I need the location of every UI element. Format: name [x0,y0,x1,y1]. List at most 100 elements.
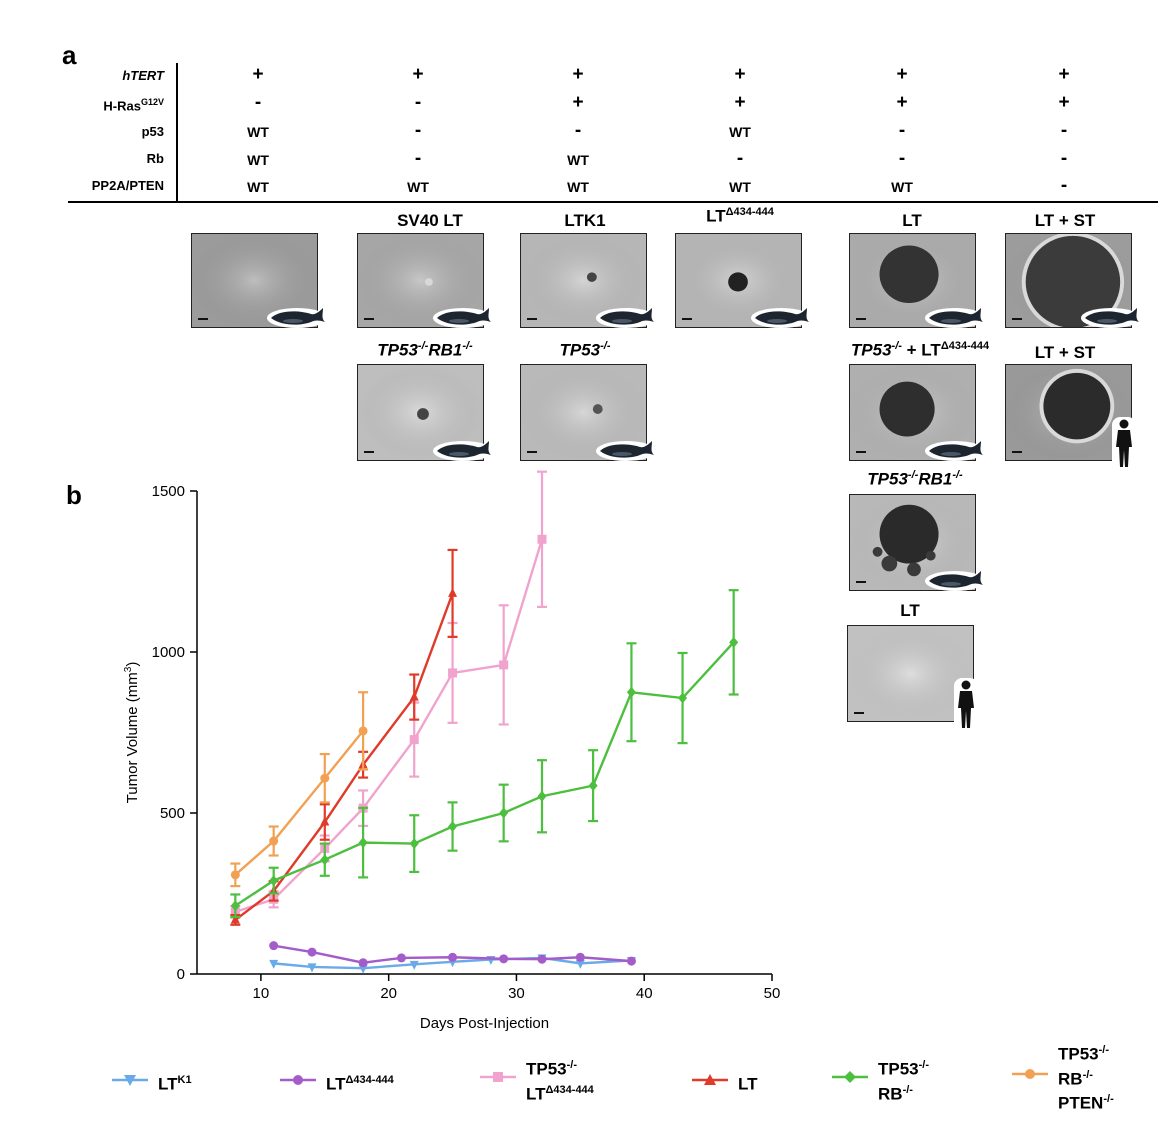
micrograph-tp53-rb1 [357,364,493,461]
chart-series [230,470,739,974]
micrograph-lt [849,233,985,328]
data-point [307,947,317,957]
panel-label-b: b [66,480,82,510]
data-point [230,900,240,912]
series-3 [230,548,458,926]
micrograph-lt-delta [675,233,811,328]
table-cell: + [572,64,584,85]
legend-item-1: LTΔ434-444 [278,1070,394,1095]
data-point [537,790,547,802]
data-point [537,534,547,544]
table-cell: WT [891,179,913,195]
table-cell: - [1060,148,1068,169]
series-line [234,641,735,907]
data-point [230,914,240,924]
x-axis-label: Days Post-Injection [420,1015,549,1032]
series-2 [230,470,547,919]
legend-marker [830,1067,870,1092]
data-point [358,726,368,736]
y-tick-label: 0 [177,966,185,983]
table-cell: WT [407,179,429,195]
micrograph-lt-human [847,625,978,730]
table-cell: - [574,120,582,141]
data-point [678,692,688,704]
data-point [499,807,509,819]
data-point [230,870,240,880]
series-4 [230,589,739,919]
legend-marker [1010,1064,1050,1089]
table-cell: WT [247,179,269,195]
y-tick-label: 1000 [152,644,185,661]
data-point [358,958,368,968]
row-label-pp2a-pten: PP2A/PTEN [91,178,164,193]
x-tick-label: 20 [380,985,397,1002]
title-lt: LT [902,211,922,230]
row-label-htert: hTERT [122,68,164,83]
data-point [269,875,279,887]
legend-marker [478,1067,518,1092]
micrograph-tp53-rb1-b [849,494,985,591]
data-point [448,587,458,597]
y-tick-label: 500 [160,805,185,822]
row-label-rb: Rb [146,151,164,166]
legend-item-0: LTK1 [110,1070,192,1095]
title-tp53-lt-delta: TP53-/- + LTΔ434-444 [850,340,990,360]
series-line [234,730,365,876]
title-tp53: TP53-/- [559,340,611,360]
legend-item-4: TP53-/- RB-/- [830,1055,929,1104]
table-cell: + [734,92,746,113]
table-cell: + [572,92,584,113]
data-point [409,960,419,970]
scale-bar [364,451,374,453]
data-point [358,837,368,849]
panel-label-a: a [62,40,77,70]
chart-axes: 0 500 1000 1500 10 20 30 40 50 [152,483,781,1002]
scale-bar [1012,451,1022,453]
data-point [320,854,330,866]
micrograph-tp53 [520,364,656,461]
table-cell: + [412,64,424,85]
table-cell: WT [567,152,589,168]
scale-bar [527,451,537,453]
table-cell: + [252,64,264,85]
table-cell: WT [567,179,589,195]
table-cell: WT [247,124,269,140]
table-cell: WT [729,179,751,195]
legend-label: LT [738,1074,758,1094]
scale-bar [682,318,692,320]
title-ltk1: LTK1 [564,211,606,230]
table-cell: - [414,92,422,113]
data-point [537,954,547,964]
title-tp53-rb1: TP53-/-RB1-/- [377,340,473,360]
title-tp53-rb1-b: TP53-/-RB1-/- [867,469,963,489]
legend-marker [690,1070,730,1095]
micrograph-lt-st-human [1005,364,1136,469]
table-cell: - [898,148,906,169]
title-lt-human: LT [900,601,920,620]
series-line [234,592,454,921]
whale-icon [431,437,495,468]
whale-icon [749,304,813,335]
x-tick-label: 50 [764,985,781,1002]
table-cell: - [1060,175,1068,196]
title-lt-st: LT + ST [1034,211,1096,230]
whale-icon [1079,304,1143,335]
table-horizontal-rule [68,201,1158,203]
scale-bar [364,318,374,320]
table-cell: + [1058,92,1070,113]
whale-icon [923,567,987,598]
data-point [269,941,279,951]
legend-item-5: TP53-/- RB-/- PTEN-/- [1010,1040,1114,1114]
table-cell: WT [247,152,269,168]
data-point [409,838,419,850]
x-tick-label: 40 [636,985,653,1002]
micrograph-tp53-lt-delta [849,364,985,461]
whale-icon [594,304,658,335]
table-cell: - [736,148,744,169]
data-point [409,735,419,745]
legend-label: TP53-/- LTΔ434-444 [526,1059,594,1104]
human-icon [1111,417,1137,474]
table-cell: - [254,92,262,113]
whale-icon [923,304,987,335]
legend-marker [278,1070,318,1095]
